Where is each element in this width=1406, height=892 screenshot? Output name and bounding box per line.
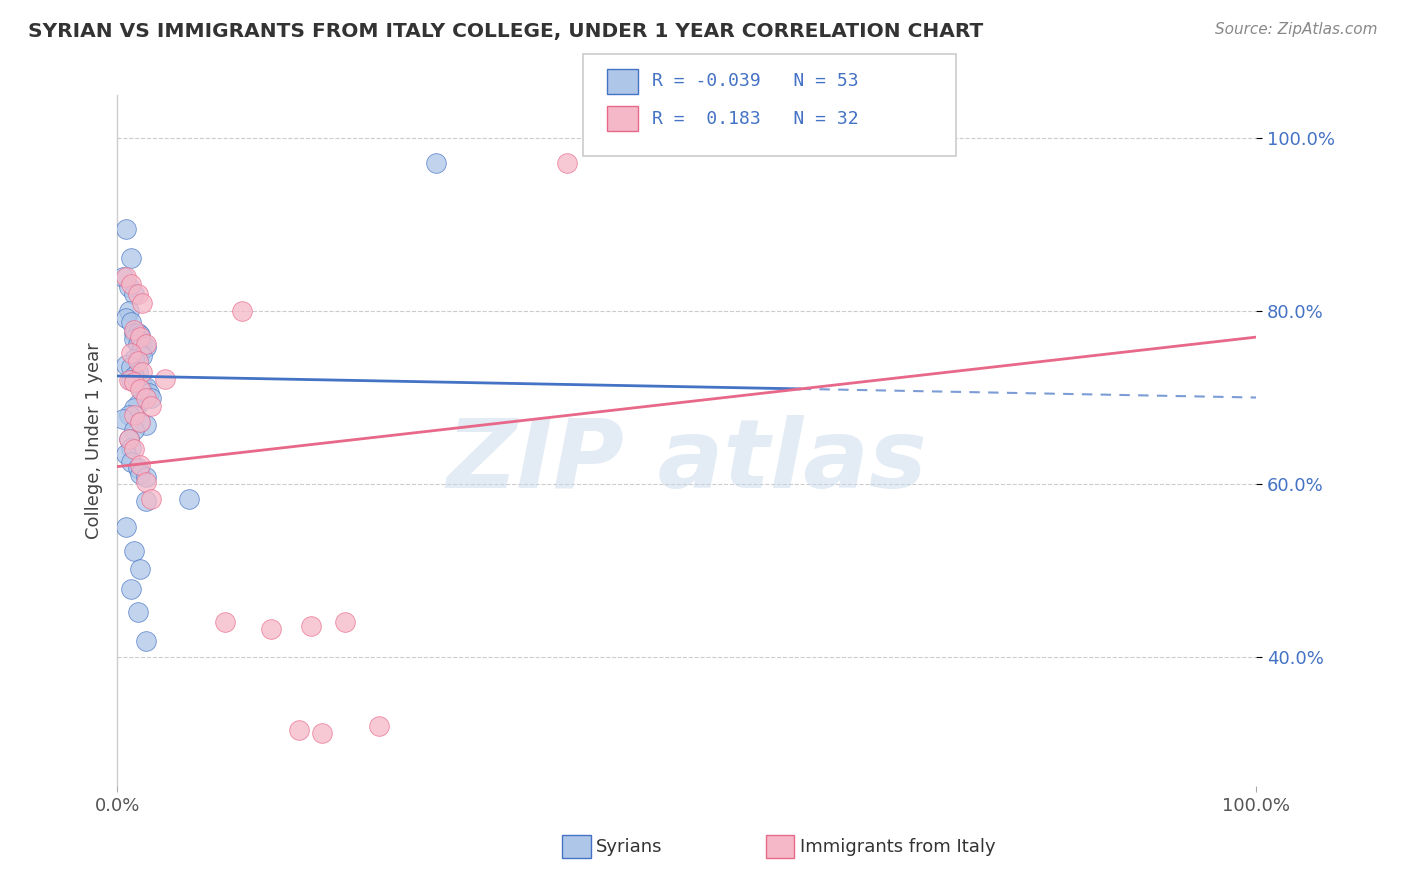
Point [231,304,253,318]
Point [124,351,146,366]
Point [131,295,153,310]
Point [124,323,146,337]
Point [425,155,447,169]
Text: Source: ZipAtlas.com: Source: ZipAtlas.com [1215,22,1378,37]
Text: Immigrants from Italy: Immigrants from Italy [800,838,995,855]
Text: ZIP atlas: ZIP atlas [446,415,927,508]
Point [127,365,149,379]
Point [131,377,153,392]
Point [129,561,152,575]
Point [117,432,139,446]
Point [115,222,138,236]
Point [135,634,157,648]
Point [124,375,146,389]
Point [120,441,142,455]
Point [127,337,149,351]
Point [260,622,283,636]
Point [127,354,149,368]
Point [131,365,153,379]
Point [124,326,146,340]
Point [129,382,152,396]
Point [311,725,333,739]
Point [120,251,142,265]
Point [368,719,391,733]
Point [124,332,146,346]
Point [141,391,163,405]
Y-axis label: College, Under 1 year: College, Under 1 year [86,343,103,539]
Point [124,368,146,383]
Point [129,334,152,349]
Point [117,432,139,446]
Point [117,373,139,387]
Point [129,467,152,481]
Point [115,269,138,284]
Point [129,328,152,343]
Point [120,373,142,387]
Point [127,326,149,340]
Point [138,386,160,401]
Point [135,341,157,355]
Text: SYRIAN VS IMMIGRANTS FROM ITALY COLLEGE, UNDER 1 YEAR CORRELATION CHART: SYRIAN VS IMMIGRANTS FROM ITALY COLLEGE,… [28,22,983,41]
Point [135,475,157,490]
Point [120,455,142,469]
Point [127,375,149,389]
Text: R = -0.039   N = 53: R = -0.039 N = 53 [652,72,859,90]
Point [135,380,157,394]
Point [333,615,356,629]
Point [117,304,139,318]
Point [131,384,153,398]
Point [115,520,138,534]
Point [129,458,152,472]
Point [127,397,149,411]
Point [120,314,142,328]
Point [135,470,157,484]
Point [127,605,149,619]
Point [117,408,139,422]
Point [131,349,153,363]
Point [124,544,146,558]
Point [111,269,134,284]
Point [214,615,236,629]
Point [120,360,142,375]
Point [555,155,578,169]
Point [299,619,322,633]
Point [135,391,157,405]
Point [135,418,157,433]
Point [124,401,146,415]
Point [111,412,134,426]
Point [117,280,139,294]
Point [115,311,138,326]
Point [124,408,146,422]
Point [115,358,138,372]
Point [129,415,152,429]
Point [129,345,152,359]
Point [120,582,142,597]
Text: R =  0.183   N = 32: R = 0.183 N = 32 [652,110,859,128]
Point [120,277,142,291]
Point [153,371,176,385]
Point [127,286,149,301]
Point [120,345,142,359]
Point [135,337,157,351]
Point [124,423,146,437]
Point [141,399,163,413]
Point [124,286,146,301]
Point [131,339,153,353]
Point [115,447,138,461]
Point [129,330,152,344]
Point [141,492,163,507]
Point [135,494,157,508]
Point [124,442,146,457]
Point [129,415,152,429]
Text: Syrians: Syrians [596,838,662,855]
Point [288,723,311,737]
Point [127,461,149,475]
Point [177,492,200,507]
